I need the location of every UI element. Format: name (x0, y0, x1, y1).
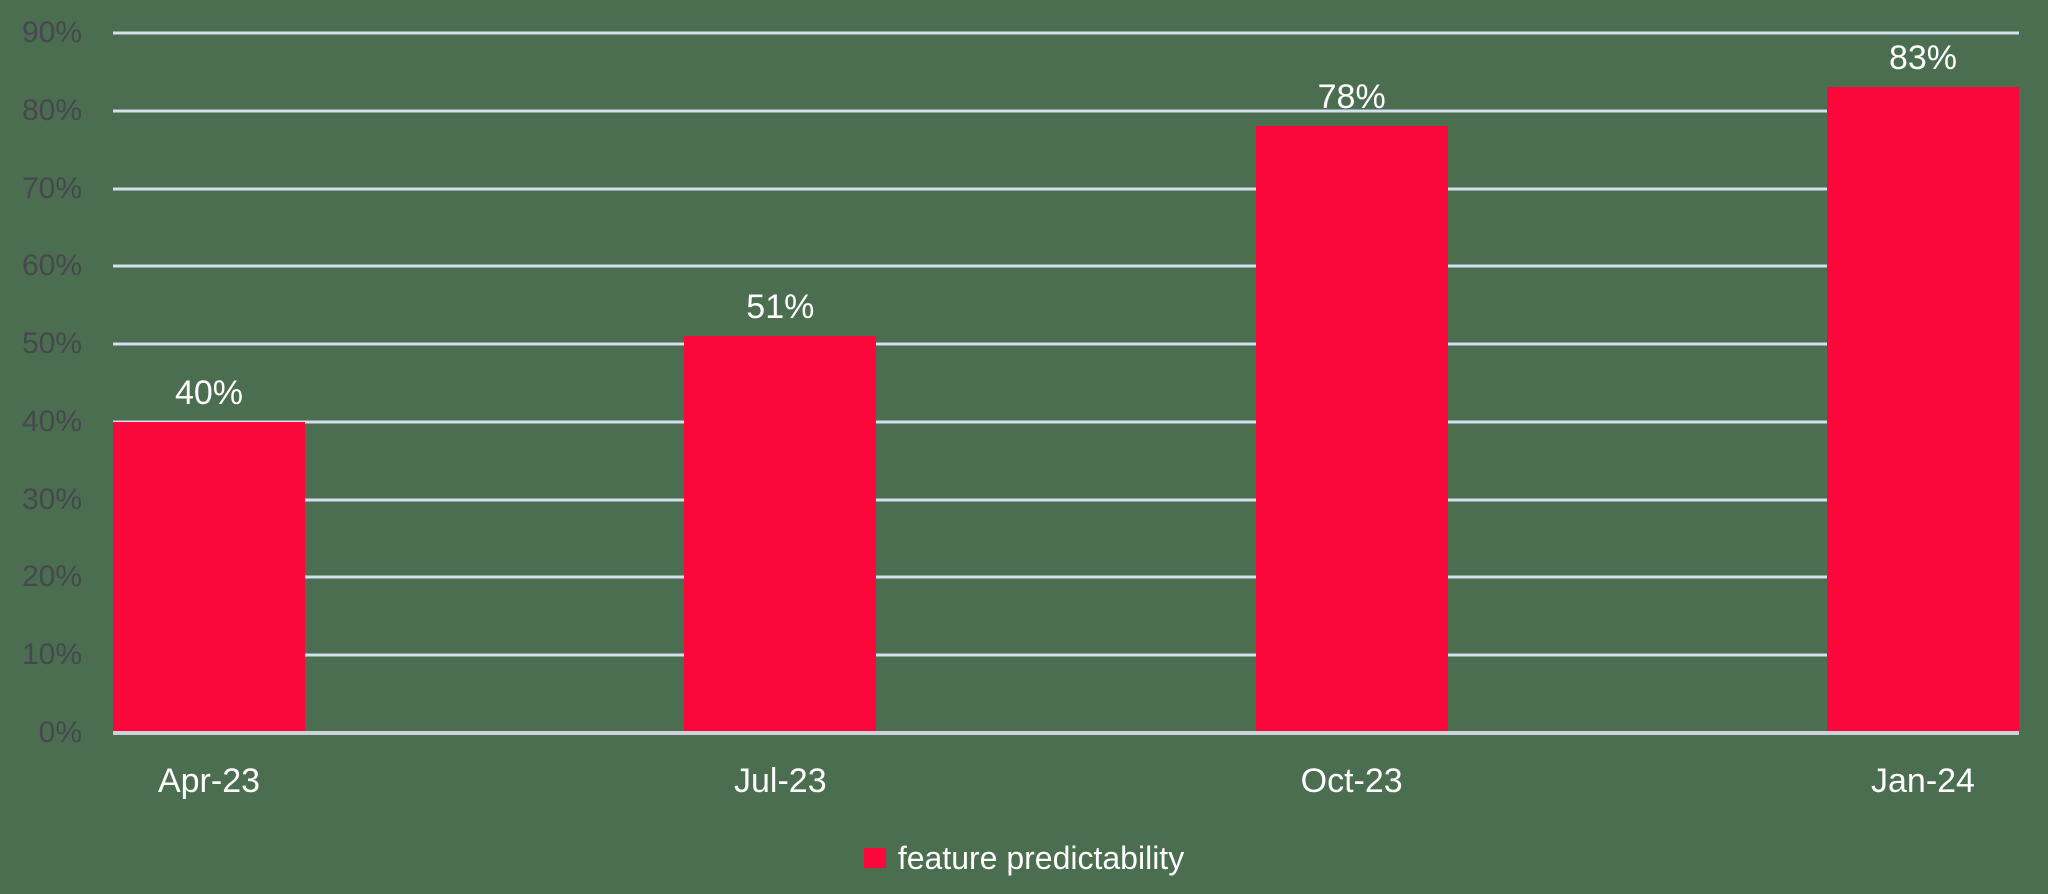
y-axis-tick-label: 90% (21, 16, 82, 49)
bar-jul-23: 51% (684, 290, 877, 733)
bar-value-label: 51% (746, 288, 815, 327)
bars-row: 40% 51% 78% 83% (113, 33, 2019, 733)
plot-area: 40% 51% 78% 83% (113, 31, 2019, 735)
y-axis-tick-label: 70% (21, 171, 82, 205)
legend-marker-swatch (863, 848, 886, 868)
gridline (113, 31, 2019, 35)
gridline (113, 109, 2019, 113)
gridline (113, 342, 2019, 346)
bar-apr-23: 40% (113, 376, 305, 733)
y-axis-tick-label: 20% (21, 560, 82, 594)
gridline (113, 575, 2019, 579)
x-axis: Apr-23 Jul-23 Oct-23 Jan-24 (113, 762, 2019, 800)
bar-value-label: 40% (174, 373, 244, 412)
y-axis-tick-label: 80% (21, 93, 82, 127)
legend-label: feature predictability (897, 840, 1185, 876)
x-axis-tick-label: Oct-23 (1300, 762, 1403, 800)
y-axis: 0% 10% 20% 30% 40% 50% 60% 70% 80% 90% (0, 18, 84, 748)
y-axis-tick-label: 10% (21, 638, 82, 672)
y-axis-tick-label: 30% (21, 482, 82, 516)
y-axis-tick-label: 0% (38, 716, 82, 749)
gridline (113, 420, 2019, 424)
x-axis-tick-label: Apr-23 (157, 762, 261, 800)
gridline (113, 498, 2019, 502)
axis-baseline (113, 731, 2019, 735)
legend: feature predictability (0, 842, 2048, 874)
bar-value-label: 78% (1317, 78, 1386, 117)
bar-oct-23: 78% (1255, 80, 1448, 733)
x-axis-tick-label: Jul-23 (734, 762, 827, 800)
gridline (113, 187, 2019, 191)
bar-value-label: 83% (1888, 39, 1958, 78)
gridline (113, 653, 2019, 657)
bar-jan-24: 83% (1826, 41, 2019, 733)
x-axis-tick-label: Jan-24 (1871, 762, 1975, 800)
y-axis-tick-label: 60% (21, 249, 82, 283)
y-axis-tick-label: 40% (21, 404, 82, 438)
y-axis-tick-label: 50% (21, 327, 82, 361)
gridline (113, 264, 2019, 268)
